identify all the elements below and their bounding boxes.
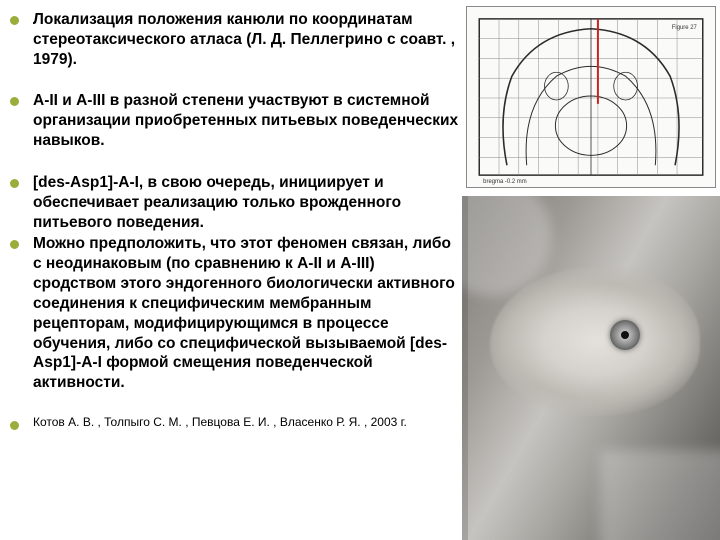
bullet-text: Можно предположить, что этот феномен свя… [33, 234, 460, 393]
list-item: [des-Asp1]-A-I, в свою очередь, иницииру… [10, 173, 460, 232]
image-column: Figure 27 bregma -0.2 mm [462, 0, 720, 540]
bullet-text: [des-Asp1]-A-I, в свою очередь, иницииру… [33, 173, 460, 232]
photo-edge [462, 196, 468, 540]
cannula-device [610, 320, 640, 350]
bullet-text: Котов А. В. , Толпыго С. М. , Певцова Е.… [33, 415, 407, 430]
list-item: Можно предположить, что этот феномен свя… [10, 234, 460, 393]
bullet-text: Локализация положения канюли по координа… [33, 10, 460, 69]
bullet-dot [10, 421, 19, 430]
atlas-title-label: Figure 27 [672, 25, 697, 31]
list-item: Котов А. В. , Толпыго С. М. , Певцова Е.… [10, 415, 460, 430]
bullet-dot [10, 16, 19, 25]
bullet-dot [10, 97, 19, 106]
bullet-dot [10, 240, 19, 249]
list-item: А-II и А-III в разной степени участвуют … [10, 91, 460, 150]
bullet-text: А-II и А-III в разной степени участвуют … [33, 91, 460, 150]
atlas-scale-label: bregma -0.2 mm [483, 179, 527, 185]
bullet-list: Локализация положения канюли по координа… [0, 0, 460, 430]
rat-shape [490, 266, 700, 416]
bullet-dot [10, 179, 19, 188]
stereotaxic-atlas-figure: Figure 27 bregma -0.2 mm [466, 6, 716, 188]
list-item: Локализация положения канюли по координа… [10, 10, 460, 69]
photo-highlight [600, 450, 720, 540]
experiment-photo [462, 196, 720, 540]
atlas-svg: Figure 27 bregma -0.2 mm [467, 7, 715, 187]
